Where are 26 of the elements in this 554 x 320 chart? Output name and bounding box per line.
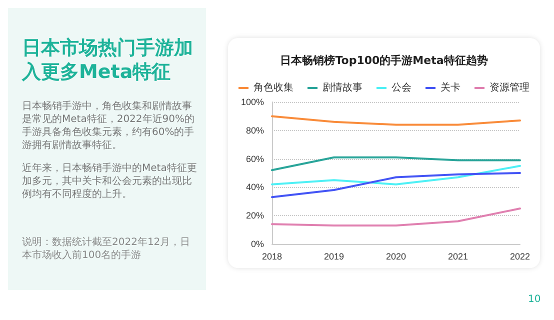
text: 说明：数据统计截至2022年12月，日本市场收入前100名的手游 — [22, 236, 192, 262]
text: 10 — [528, 294, 541, 305]
x-tick-label: 2018 — [262, 252, 282, 262]
legend-label: 关卡 — [440, 82, 460, 94]
text: 日本畅销手游中，角色收集和剧情故事是常见的Meta特征，2022年近90%的手游具备角色收集元素，约有60%的手游拥有剧情故事特征。 — [22, 100, 196, 152]
text: 近年来，日本畅销手游中的Meta特征更加多元，其中关卡和公会元素的出现比例均有不同程度的上升。 — [22, 162, 198, 201]
y-tick-label: 60% — [246, 154, 264, 164]
chart-subtitle: 日本畅销榜Top100的手游Meta特征趋势 — [280, 54, 488, 67]
text: 日本市场热门手游加入更多Meta特征 — [22, 36, 194, 84]
y-tick-label: 100% — [240, 97, 264, 107]
y-tick-label: 40% — [246, 182, 264, 192]
line-series — [271, 208, 521, 227]
line-series — [271, 164, 521, 186]
y-tick-label: 0% — [250, 239, 264, 249]
legend-label: 资源管理 — [490, 82, 530, 94]
legend-label: 公会 — [392, 82, 412, 94]
y-tick-label: 80% — [246, 125, 264, 136]
x-tick-label: 2019 — [324, 252, 344, 262]
line-series — [271, 115, 521, 126]
x-tick-label: 2021 — [448, 252, 468, 262]
legend-label: 角色收集 — [254, 82, 294, 94]
y-tick-label: 20% — [246, 210, 264, 221]
x-tick-label: 2022 — [510, 252, 530, 262]
line-series — [271, 172, 521, 198]
x-tick-label: 2020 — [386, 252, 406, 262]
legend-label: 剧情故事 — [322, 82, 362, 94]
